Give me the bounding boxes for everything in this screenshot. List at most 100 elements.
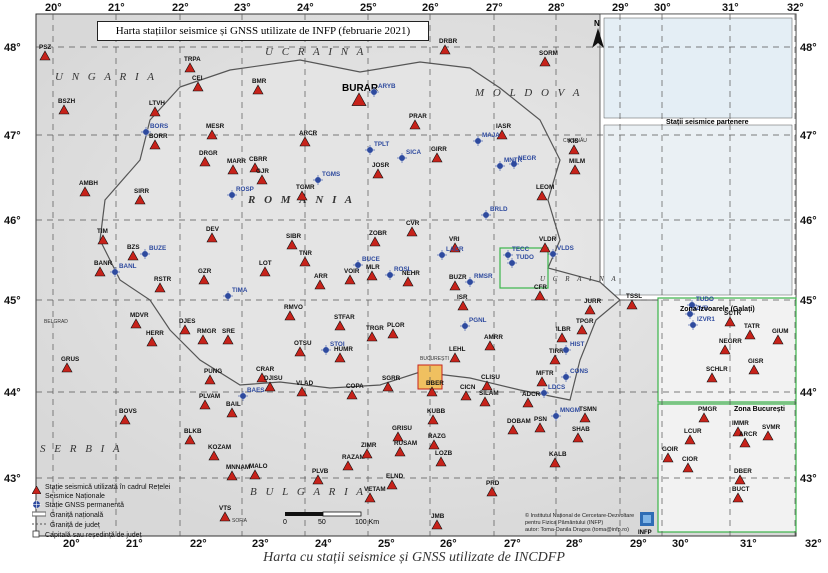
seismic-station-label: PLOR <box>387 322 405 329</box>
gnss-station-label: MAJA <box>482 132 500 139</box>
gnss-station-label: BORS <box>150 123 168 130</box>
seismic-station-label: CRAR <box>256 366 275 373</box>
seismic-station-icon <box>576 324 588 335</box>
seismic-station-label: GJR <box>256 168 269 175</box>
seismic-station-icon <box>97 234 109 245</box>
seismic-station-icon <box>366 331 378 342</box>
seismic-station-label: SGRR <box>382 375 401 382</box>
seismic-station-icon <box>227 164 239 175</box>
map-legend: Stație seismică utilizată în cadrul Rețe… <box>31 484 182 541</box>
seismic-station-label: PSZ <box>39 44 51 51</box>
seismic-station-icon <box>344 274 356 285</box>
seismic-station-label: COPA <box>346 383 364 390</box>
seismic-station-label: ARCR <box>739 431 758 438</box>
seismic-station-label: SVMR <box>762 424 781 431</box>
lon-bottom-label: 21° <box>126 538 143 550</box>
seismic-station-icon <box>427 414 439 425</box>
seismic-station-label: VETAM <box>364 486 386 493</box>
seismic-station-label: GISR <box>748 358 764 365</box>
seismic-station-icon <box>486 486 498 497</box>
seismic-station-label: BBER <box>426 380 444 387</box>
seismic-station-icon <box>61 362 73 373</box>
seismic-station-label: MALO <box>249 463 268 470</box>
seismic-station-icon <box>342 460 354 471</box>
map-caption: Harta cu stații seismice și GNSS utiliza… <box>263 550 565 565</box>
seismic-station-label: BLKB <box>184 428 202 435</box>
gnss-station-label: SICA <box>406 149 421 156</box>
legend-gnss: Stație GNSS permanentă <box>32 499 182 513</box>
gnss-station-label: MNTR <box>504 157 523 164</box>
seismic-station-icon <box>409 119 421 130</box>
seismic-station-label: TIRR <box>549 348 564 355</box>
seismic-station-icon <box>435 456 447 467</box>
seismic-station-icon <box>130 318 142 329</box>
gnss-station-label: BUZE <box>149 245 166 252</box>
lon-top-label: 24° <box>297 2 314 14</box>
seismic-station-label: AMBH <box>79 180 98 187</box>
gnss-station-label: IZVR <box>694 305 709 312</box>
gnss-station-label: NEGR <box>518 155 537 162</box>
seismic-station-icon <box>314 279 326 290</box>
seismic-station-label: TRPA <box>184 56 201 63</box>
seismic-station-label: GOIR <box>662 446 679 453</box>
seismic-station-label: MARR <box>227 158 246 165</box>
seismic-station-label: SCHLR <box>706 366 728 373</box>
svg-text:INFP: INFP <box>638 530 652 536</box>
gnss-station-label: ARYB <box>378 83 396 90</box>
seismic-station-icon <box>762 430 774 441</box>
seismic-station-label: GZR <box>198 268 212 275</box>
svg-text:100 Km: 100 Km <box>355 519 379 526</box>
seismic-station-icon <box>484 340 496 351</box>
city-belgrad: BELGRAD <box>44 319 68 325</box>
seismic-station-label: ARCR <box>299 130 318 137</box>
gnss-station-label: TECC <box>512 246 530 253</box>
gnss-station-label: TPLT <box>374 141 389 148</box>
seismic-station-icon <box>481 380 493 391</box>
seismic-station-label: SHAB <box>572 426 590 433</box>
seismic-station-label: NEGRR <box>719 338 742 345</box>
seismic-station-icon <box>369 236 381 247</box>
seismic-station-label: NEHR <box>402 270 420 277</box>
seismic-station-icon <box>58 104 70 115</box>
seismic-stations-layer: PSZ TRPA CEI BMR DRBR SORM BSZH LTVH MESR BORR DRG… <box>39 38 788 530</box>
seismic-station-label: GRUS <box>61 356 79 363</box>
seismic-station-icon <box>249 162 261 173</box>
europe-inset <box>603 124 793 296</box>
seismic-station-label: VLAD <box>296 380 314 387</box>
seismic-station-icon <box>206 232 218 243</box>
seismic-station-label: TATR <box>744 323 760 330</box>
seismic-station-icon <box>536 190 548 201</box>
country-ukraine-south: U C R A I N A <box>540 275 619 283</box>
gnss-station-label: LACR <box>446 246 464 253</box>
seismic-station-label: ILBR <box>556 326 571 333</box>
gnss-station-label: BAES <box>247 387 265 394</box>
seismic-station-label: RAZAM <box>342 454 365 461</box>
lat-right-label: 48° <box>800 42 817 54</box>
seismic-station-icon <box>382 381 394 392</box>
gnss-station-label: HIST <box>570 341 584 348</box>
seismic-station-label: PRD <box>486 480 500 487</box>
seismic-station-label: GRISU <box>392 425 412 432</box>
seismic-station-icon <box>479 396 491 407</box>
gnss-station-label: LDCS <box>548 384 565 391</box>
bucuresti-inset-label: Zona București <box>734 406 785 413</box>
seismic-station-icon <box>79 186 91 197</box>
lon-top-label: 27° <box>486 2 503 14</box>
lon-bottom-label: 22° <box>190 538 207 550</box>
seismic-station-icon <box>372 168 384 179</box>
seismic-station-icon <box>706 372 718 383</box>
seismic-station-label: RMGR <box>197 328 217 335</box>
seismic-station-label: BORR <box>149 133 168 140</box>
seismic-station-icon <box>299 136 311 147</box>
seismic-station-icon <box>366 270 378 281</box>
seismic-station-label: DEV <box>206 226 220 233</box>
seismic-station-icon <box>259 266 271 277</box>
gnss-circle-icon <box>32 499 41 513</box>
seismic-station-label: RAZG <box>428 433 446 440</box>
gnss-station-label: STOI <box>330 341 345 348</box>
seismic-station-label: MFTR <box>536 370 554 377</box>
seismic-station-icon <box>428 439 440 450</box>
lon-bottom-label: 31° <box>740 538 757 550</box>
seismic-station-label: RSTR <box>154 276 172 283</box>
seismic-station-icon <box>579 412 591 423</box>
